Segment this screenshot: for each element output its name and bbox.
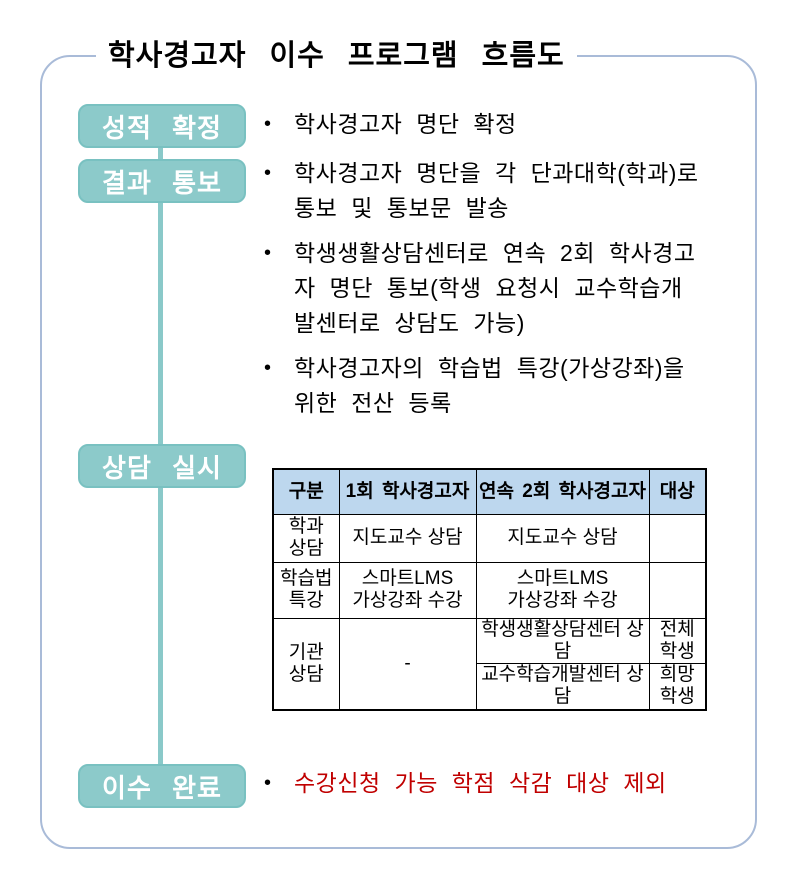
bullet-icon: • — [264, 357, 272, 379]
bullet-icon: • — [264, 113, 272, 135]
table-cell: 학생생활상담센터 상담 — [475, 617, 650, 664]
table-cell: 지도교수 상담 — [475, 513, 650, 563]
table-cell: 전체 학생 — [648, 617, 707, 664]
table-cell-category: 학과 상담 — [272, 513, 340, 563]
table-cell-category: 학습법 특강 — [272, 561, 340, 619]
table-cell: 지도교수 상담 — [338, 513, 477, 563]
table-cell — [648, 513, 707, 563]
bullet-icon: • — [264, 162, 272, 184]
bullet-icon: • — [264, 242, 272, 264]
table-header-category: 구분 — [272, 468, 340, 515]
flow-step-label: 결과 통보 — [102, 167, 222, 198]
bullets-grade-confirmation: • 학사경고자 명단 확정 — [264, 107, 709, 142]
table-row: 학습법 특강 스마트LMS 가상강좌 수강 스마트LMS 가상강좌 수강 — [272, 561, 707, 619]
table-cell: 스마트LMS 가상강좌 수강 — [475, 561, 650, 619]
flow-step-grade-confirmation: 성적 확정 — [78, 104, 246, 148]
list-item: • 수강신청 가능 학점 삭감 대상 제외 — [264, 766, 709, 801]
table-header-target: 대상 — [648, 468, 707, 515]
list-item: • 학사경고자 명단 확정 — [264, 107, 709, 142]
flow-step-label: 이수 완료 — [102, 772, 222, 803]
table-header-first-warning: 1회 학사경고자 — [338, 468, 477, 515]
table-row: 기관 상담 - 학생생활상담센터 상담 전체 학생 — [272, 617, 707, 711]
table-row: 학과 상담 지도교수 상담 지도교수 상담 — [272, 513, 707, 563]
bullet-text: 학사경고자 명단 확정 — [294, 111, 517, 137]
table-cell: - — [338, 617, 477, 711]
flow-step-label: 상담 실시 — [102, 452, 222, 483]
bullet-icon: • — [264, 772, 272, 794]
table-cell: 스마트LMS 가상강좌 수강 — [338, 561, 477, 619]
page-title: 학사경고자 이수 프로그램 흐름도 — [96, 32, 577, 74]
flow-step-completion: 이수 완료 — [78, 764, 246, 808]
list-item: • 학생생활상담센터로 연속 2회 학사경고 자 명단 통보(학생 요청시 교수… — [264, 236, 709, 341]
bullet-text-highlight: 수강신청 가능 학점 삭감 대상 제외 — [294, 770, 667, 796]
counseling-table: 구분 1회 학사경고자 연속 2회 학사경고자 대상 학과 상담 지도교수 상담… — [272, 468, 707, 711]
table-header-row: 구분 1회 학사경고자 연속 2회 학사경고자 대상 — [272, 468, 707, 515]
table-cell: 희망 학생 — [648, 662, 707, 711]
flow-step-counseling: 상담 실시 — [78, 444, 246, 488]
list-item: • 학사경고자의 학습법 특강(가상강좌)을 위한 전산 등록 — [264, 351, 709, 421]
list-item: • 학사경고자 명단을 각 단과대학(학과)로 통보 및 통보문 발송 — [264, 156, 709, 226]
bullet-text: 학사경고자 명단을 각 단과대학(학과)로 통보 및 통보문 발송 — [294, 160, 699, 221]
table-row: 교수학습개발센터 상담 희망 학생 — [273, 662, 707, 711]
flow-step-result-notification: 결과 통보 — [78, 159, 246, 203]
table-header-second-warning: 연속 2회 학사경고자 — [475, 468, 650, 515]
bullets-result-notification: • 학사경고자 명단을 각 단과대학(학과)로 통보 및 통보문 발송 • 학생… — [264, 156, 709, 421]
table-cell-category: 기관 상담 — [272, 617, 340, 711]
bullets-completion: • 수강신청 가능 학점 삭감 대상 제외 — [264, 766, 709, 801]
table-cell: 교수학습개발센터 상담 — [475, 662, 650, 711]
table-cell — [648, 561, 707, 619]
bullet-text: 학사경고자의 학습법 특강(가상강좌)을 위한 전산 등록 — [294, 355, 685, 416]
flow-step-label: 성적 확정 — [102, 112, 222, 143]
bullet-text: 학생생활상담센터로 연속 2회 학사경고 자 명단 통보(학생 요청시 교수학습… — [294, 240, 696, 336]
